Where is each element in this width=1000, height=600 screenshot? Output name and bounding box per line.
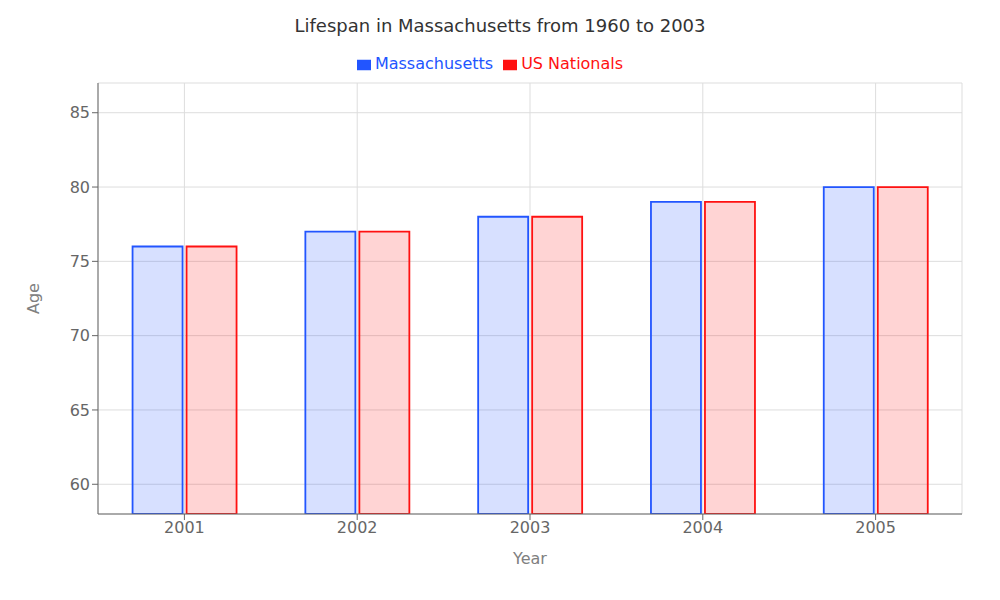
svg-text:2004: 2004 [682,518,723,537]
svg-text:60: 60 [70,475,90,494]
svg-text:85: 85 [70,103,90,122]
svg-text:80: 80 [70,178,90,197]
svg-text:2001: 2001 [164,518,205,537]
html-text:Massachusetts: Massachusetts [374,54,494,73]
svg-text:65: 65 [70,401,90,420]
html-text:Lifespan in Massachusetts from: Lifespan in Massachusetts from 1960 to 2… [294,15,706,36]
svg-text:Year: Year [512,549,547,568]
svg-text:70: 70 [70,326,90,345]
html-text:US Nationals: US Nationals [521,54,624,73]
svg-text:75: 75 [70,252,90,271]
svg-text:2005: 2005 [855,518,896,537]
svg-text:Age: Age [24,283,43,314]
svg-text:2002: 2002 [337,518,378,537]
svg-text:2003: 2003 [510,518,551,537]
